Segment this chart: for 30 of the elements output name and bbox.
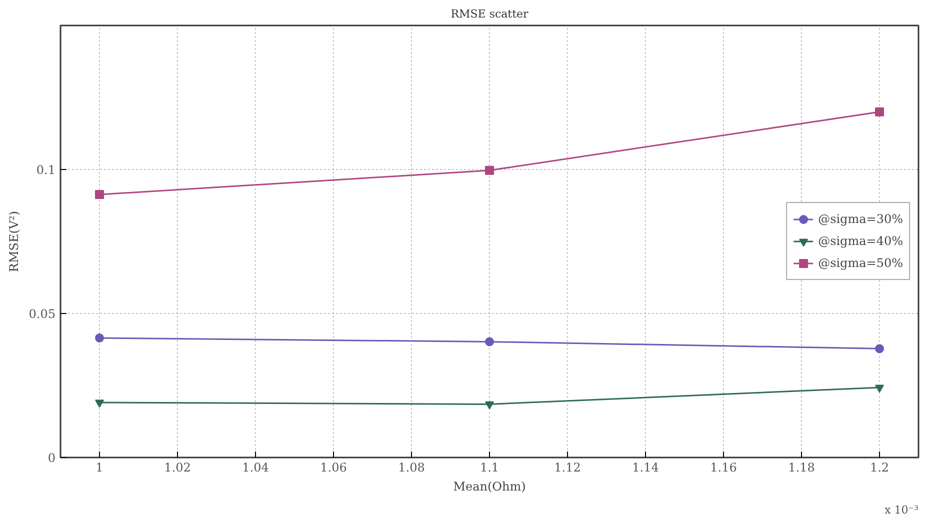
x-axis-title: Mean(Ohm) (453, 480, 526, 494)
x-tick-label: 1.14 (632, 460, 660, 474)
point (875, 107, 884, 116)
point (95, 400, 104, 408)
x-tick-label: 1.12 (554, 460, 581, 474)
x-tick-label: 1.18 (788, 460, 815, 474)
legend-label: @sigma=50% (818, 256, 903, 270)
point (95, 333, 104, 342)
x-tick-label: 1 (96, 460, 104, 474)
point (485, 337, 494, 346)
legend-label: @sigma=40% (818, 234, 903, 248)
point (875, 344, 884, 354)
y-tick-label: 0.1 (36, 163, 56, 177)
x-tick-label: 1.2 (870, 460, 890, 474)
y-axis-title: RMSE(V²) (6, 210, 21, 272)
x-tick-label: 1.06 (320, 460, 347, 474)
y-tick-label: 0.05 (28, 307, 56, 321)
x-tick-label: 1.1 (480, 460, 500, 474)
y-tick-label: 0 (48, 451, 56, 465)
point (95, 190, 104, 200)
point (485, 166, 494, 175)
chart-title: RMSE scatter (450, 8, 530, 20)
text: x 10⁻³ (884, 504, 919, 516)
x-tick-label: 1.08 (398, 460, 425, 474)
x-tick-label: 1.16 (710, 460, 737, 474)
x-tick-label: 1.04 (242, 460, 270, 474)
point (485, 401, 494, 410)
legend-label: @sigma=30% (818, 212, 903, 226)
x-tick-label: 1.02 (164, 460, 191, 474)
point (875, 384, 884, 393)
